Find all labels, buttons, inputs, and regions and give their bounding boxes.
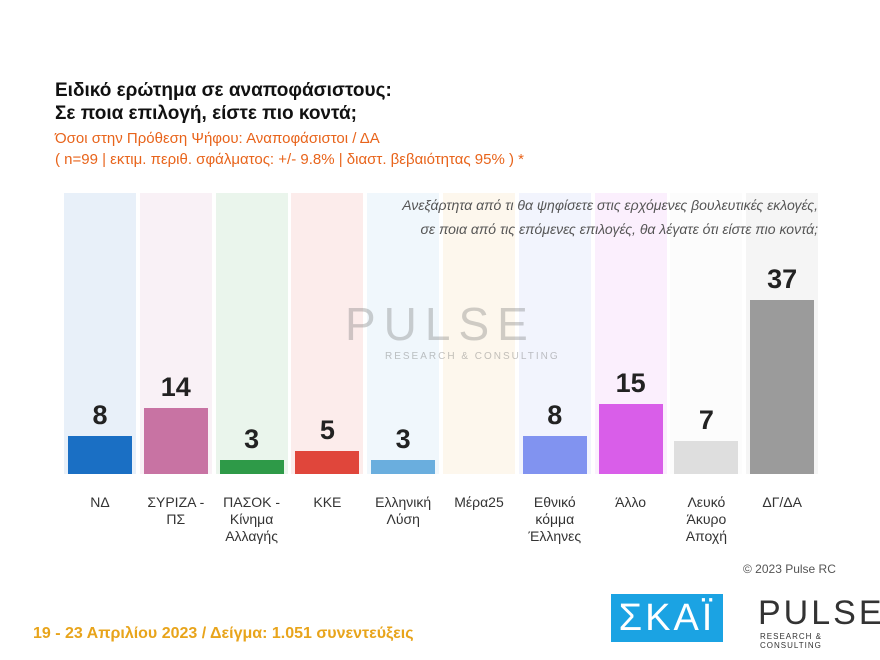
value-label: 7 bbox=[698, 405, 714, 436]
category-label: Εθνικό κόμμα Έλληνες bbox=[528, 494, 582, 544]
bar bbox=[68, 436, 132, 474]
bar bbox=[143, 408, 208, 474]
category-label: ΣΥΡΙΖΑ - ΠΣ bbox=[147, 494, 205, 527]
value-label: 3 bbox=[244, 423, 260, 454]
category-label: ΔΓ/ΔΑ bbox=[762, 494, 803, 510]
category-label: ΠΑΣΟΚ - Κίνημα Αλλαγής bbox=[223, 494, 281, 544]
pulse-logo: PULSE bbox=[758, 594, 880, 632]
subtitle: ( n=99 | εκτιμ. περιθ. σφάλματος: +/- 9.… bbox=[55, 151, 524, 168]
category-label: Ελληνική Λύση bbox=[375, 494, 432, 527]
annotation: σε ποια από τις επόμενες επιλογές, θα λέ… bbox=[420, 221, 818, 237]
category-label: Λευκό Άκυρο Αποχή bbox=[685, 494, 728, 544]
skai-logo: ΣΚΑΪ bbox=[611, 594, 723, 642]
column-bg bbox=[215, 193, 288, 474]
category-label: Άλλο bbox=[615, 494, 647, 510]
value-label: 15 bbox=[615, 367, 646, 398]
watermark: RESEARCH & CONSULTING bbox=[385, 351, 560, 362]
bar bbox=[750, 300, 815, 474]
column-bg bbox=[367, 193, 440, 474]
value-label: 37 bbox=[767, 264, 798, 295]
bar bbox=[674, 441, 739, 474]
bar bbox=[522, 436, 587, 474]
value-label: 5 bbox=[319, 414, 335, 445]
pulse-logo-sub: RESEARCH & CONSULTING bbox=[760, 632, 823, 650]
footer: 19 - 23 Απριλίου 2023 / Δείγμα: 1.051 συ… bbox=[33, 625, 414, 642]
bar bbox=[598, 403, 663, 474]
copyright: © 2023 Pulse RC bbox=[743, 562, 836, 576]
title: Σε ποια επιλογή, είστε πιο κοντά; bbox=[55, 103, 357, 124]
category-label: ΚΚΕ bbox=[313, 494, 342, 510]
bar bbox=[219, 459, 284, 474]
column-bg bbox=[518, 193, 591, 474]
column-bg bbox=[64, 193, 136, 474]
value-label: 8 bbox=[92, 400, 108, 431]
title: Ειδικό ερώτημα σε αναποφάσιστους: bbox=[55, 80, 392, 101]
category-label: ΝΔ bbox=[90, 494, 110, 510]
category-label: Μέρα25 bbox=[454, 494, 504, 510]
value-label: 3 bbox=[395, 423, 411, 454]
bar bbox=[371, 459, 436, 474]
value-label: 8 bbox=[547, 400, 563, 431]
subtitle: Όσοι στην Πρόθεση Ψήφου: Αναποφάσιστοι /… bbox=[55, 130, 380, 147]
bar bbox=[295, 450, 360, 474]
column-bg bbox=[670, 193, 743, 474]
value-label: 14 bbox=[160, 372, 191, 403]
column-bg bbox=[291, 193, 364, 474]
watermark: PULSE bbox=[345, 298, 536, 350]
column-bg bbox=[443, 193, 515, 474]
annotation: Ανεξάρτητα από τι θα ψηφίσετε στις ερχόμ… bbox=[402, 197, 818, 213]
